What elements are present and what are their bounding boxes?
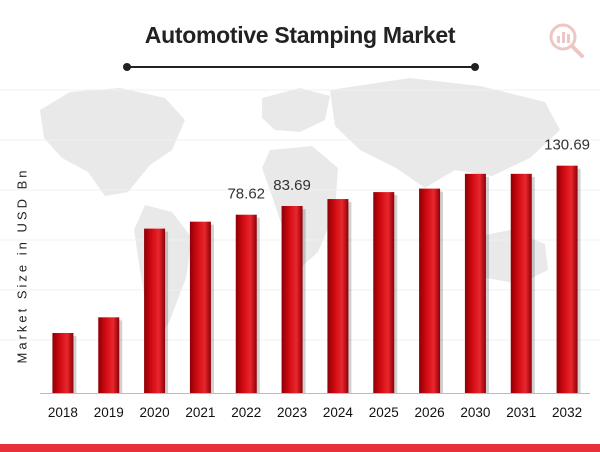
bar-2022 xyxy=(235,214,257,393)
x-tick-label: 2021 xyxy=(185,405,215,420)
y-axis-label: Market Size in USD Bn xyxy=(14,167,30,364)
x-tick-label: 2032 xyxy=(552,405,582,420)
bar-2025 xyxy=(373,192,395,393)
bar-2021 xyxy=(189,221,211,393)
x-tick-label: 2025 xyxy=(369,405,399,420)
data-label-2032: 130.69 xyxy=(544,137,590,154)
bar-2026 xyxy=(419,188,441,393)
x-tick-label: 2024 xyxy=(323,405,354,420)
x-tick-label: 2018 xyxy=(48,405,78,420)
x-tick-label: 2020 xyxy=(140,405,170,420)
bar-2018 xyxy=(52,332,74,393)
x-tick-label: 2030 xyxy=(460,405,490,420)
bar-2019 xyxy=(98,317,120,393)
bar-2024 xyxy=(327,199,349,393)
x-tick-label: 2026 xyxy=(415,405,445,420)
x-tick-label: 2022 xyxy=(231,405,261,420)
bar-2030 xyxy=(464,173,486,393)
x-tick-label: 2023 xyxy=(277,405,307,420)
title-rule-right-dot xyxy=(471,63,479,71)
bar-2023 xyxy=(281,206,303,393)
bar-2020 xyxy=(144,228,166,393)
bar-2032 xyxy=(556,165,578,393)
bar-2031 xyxy=(510,173,532,393)
chart-title: Automotive Stamping Market xyxy=(144,22,456,48)
title-rule xyxy=(127,66,475,68)
data-label-2022: 78.62 xyxy=(227,186,265,203)
footer-accent-bar xyxy=(0,444,600,452)
market-research-logo-icon xyxy=(549,23,584,58)
x-tick-label: 2019 xyxy=(94,405,124,420)
x-tick-label: 2031 xyxy=(506,405,536,420)
data-label-2023: 83.69 xyxy=(273,177,311,194)
